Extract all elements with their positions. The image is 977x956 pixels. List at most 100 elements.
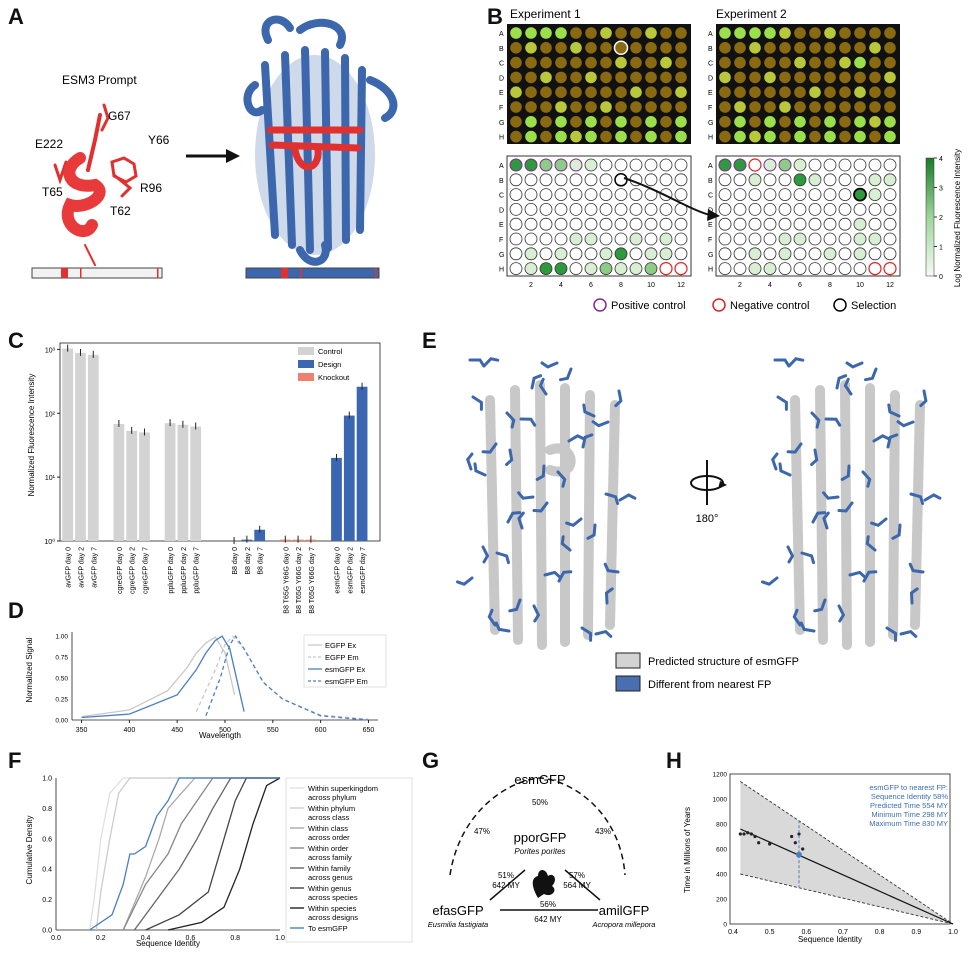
plate-well xyxy=(763,158,777,172)
plate-well xyxy=(763,188,777,202)
sidechain-stick xyxy=(505,411,516,429)
photo-well xyxy=(555,86,567,98)
plate-well xyxy=(569,158,583,172)
row-label: H xyxy=(499,267,504,274)
plate-well xyxy=(718,158,732,172)
plate-well xyxy=(748,173,762,187)
sidechain-stick xyxy=(557,570,573,583)
bar xyxy=(75,352,86,541)
sidechain-stick xyxy=(778,462,792,477)
y-tick-label: 0.0 xyxy=(42,928,52,935)
plate-well xyxy=(718,202,732,216)
photo-well xyxy=(839,101,851,113)
x-tick-label: B8 T65G Y66G day 2 xyxy=(296,547,303,614)
photo-well xyxy=(749,86,761,98)
plate-well xyxy=(748,202,762,216)
plate-well xyxy=(539,247,553,261)
plate-well xyxy=(524,262,538,276)
bar xyxy=(356,386,368,541)
photo-well xyxy=(734,56,746,69)
plate-well xyxy=(614,262,628,276)
photo-well xyxy=(510,27,522,39)
photo-well xyxy=(540,116,552,128)
photo-well xyxy=(630,116,642,128)
plate-well xyxy=(748,188,762,202)
sidechain-stick xyxy=(810,448,819,466)
colorbar-tick: 4 xyxy=(939,156,943,163)
predicted-structure-swatch xyxy=(615,652,641,669)
bar xyxy=(177,424,189,541)
y-tick-label: 10⁰ xyxy=(44,538,55,546)
x-tick-label: 1.0 xyxy=(948,929,958,936)
photo-well xyxy=(525,27,537,39)
ci-line xyxy=(740,873,954,925)
legend-label: EGFP Em xyxy=(325,653,359,662)
sidechain-stick xyxy=(560,535,572,552)
y-tick-label: 1000 xyxy=(713,797,728,804)
plate-well xyxy=(718,188,732,202)
legend-label: Design xyxy=(318,360,341,369)
plate-well xyxy=(808,158,822,172)
photo-well xyxy=(570,42,582,54)
photo-well xyxy=(764,56,776,69)
plate-well xyxy=(823,262,837,276)
legend-box xyxy=(303,634,387,688)
photo-well xyxy=(660,86,672,98)
photo-well xyxy=(869,56,881,69)
plate-well xyxy=(718,262,732,276)
photo-well xyxy=(675,101,687,113)
predicted-structure-label: Predicted structure of esmGFP xyxy=(648,656,799,668)
photo-well xyxy=(660,71,672,84)
sidechain-stick xyxy=(887,403,901,418)
colorbar-tick: 1 xyxy=(939,245,943,252)
photo-well xyxy=(675,27,687,39)
x-tick-label: 350 xyxy=(76,727,88,734)
plate-well xyxy=(614,217,628,231)
sidechain-stick xyxy=(540,361,559,369)
plate-well xyxy=(868,262,882,276)
panel-label-a: A xyxy=(8,4,24,29)
mid-right-identity: 57% xyxy=(569,871,585,880)
plate-legend: Positive control Negative control Select… xyxy=(593,298,896,312)
photo-well xyxy=(510,101,522,113)
positive-control-label: Positive control xyxy=(611,300,686,312)
x-tick-label: 550 xyxy=(267,727,279,734)
col-label: 2 xyxy=(738,282,742,289)
legend-box xyxy=(285,777,413,943)
photo-well xyxy=(824,27,836,39)
plate-well xyxy=(509,262,523,276)
negative-control-swatch xyxy=(712,298,726,312)
row-label: H xyxy=(708,135,713,142)
plate-well xyxy=(733,232,747,246)
sidechain-stick xyxy=(481,545,490,564)
y-tick-label: 0.4 xyxy=(42,867,52,874)
plate-well xyxy=(763,173,777,187)
photo-well xyxy=(824,116,836,128)
legend-label: Within genus xyxy=(308,884,352,893)
photo-well xyxy=(600,42,612,54)
y-tick-label: 400 xyxy=(716,872,727,879)
legend-label-cont: across phylum xyxy=(308,793,356,802)
plate-well xyxy=(778,247,792,261)
plate-well xyxy=(853,217,867,231)
amilgfp-node: amilGFP xyxy=(599,903,650,918)
series-line xyxy=(88,777,280,931)
row-label: C xyxy=(499,193,504,200)
sidechain-stick xyxy=(787,357,805,368)
row-label: B xyxy=(708,46,713,53)
plate-well xyxy=(524,247,538,261)
annotation-line: Sequence Identity 58% xyxy=(871,792,948,801)
plate-well xyxy=(659,173,673,187)
plate-well xyxy=(644,247,658,261)
sidechain-stick xyxy=(845,361,864,369)
panel-h-ylabel: Time in Millions of Years xyxy=(683,807,692,893)
plate-well xyxy=(853,247,867,261)
plate-well xyxy=(718,173,732,187)
photo-well xyxy=(824,71,836,84)
plate-well xyxy=(763,202,777,216)
sidechain-stick xyxy=(582,403,596,418)
sidechain-stick xyxy=(813,598,827,613)
sidechain-stick xyxy=(843,377,853,396)
sidechain-stick xyxy=(559,367,573,382)
residue-y66: Y66 xyxy=(148,133,170,147)
